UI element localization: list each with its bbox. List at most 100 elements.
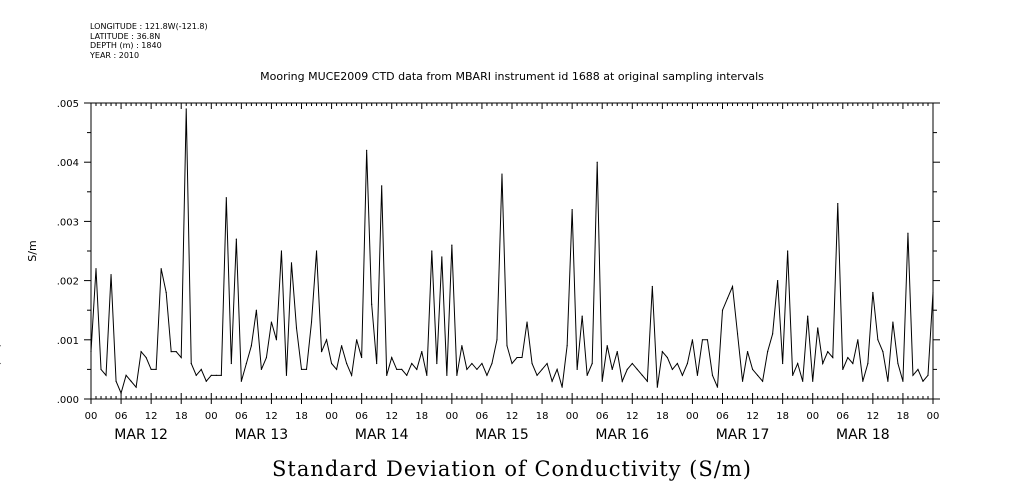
data-point [155, 368, 157, 370]
data-point [892, 321, 894, 323]
x-tick-label: 00 [445, 411, 458, 422]
data-point [130, 380, 132, 382]
data-point [255, 309, 257, 311]
data-point [531, 362, 533, 365]
data-point [451, 244, 453, 246]
series-line [90, 108, 934, 395]
x-tick-label: 12 [866, 411, 879, 422]
data-point [561, 386, 563, 388]
data-point [105, 374, 107, 376]
data-point [200, 368, 202, 370]
data-point [731, 285, 734, 288]
data-point [160, 268, 162, 270]
data-point [601, 380, 603, 382]
y-tick-label: .005 [57, 99, 79, 110]
data-point [686, 362, 689, 365]
x-tick-labels: 00 06 12 18 00 06 12 18 00 06 12 18 00 06 12 18 00 06 12 18… [85, 411, 940, 422]
data-point [837, 203, 839, 205]
x-tick-label: 12 [506, 411, 519, 422]
data-point [135, 386, 137, 388]
data-point [897, 362, 899, 365]
x-axis-title: Standard Deviation of Conductivity (S/m) [272, 457, 752, 481]
data-point [812, 380, 814, 382]
data-point [225, 197, 227, 199]
x-tick-label: 00 [566, 411, 579, 422]
data-point [421, 351, 423, 353]
data-point [290, 262, 293, 264]
data-point [782, 362, 784, 365]
data-point [346, 362, 348, 365]
data-point [506, 345, 508, 347]
data-point [371, 303, 373, 305]
data-point [436, 362, 438, 365]
data-point [872, 291, 874, 294]
data-point [456, 374, 458, 376]
x-tick-label: 00 [806, 411, 819, 422]
data-point [416, 368, 418, 370]
data-point [310, 321, 313, 323]
data-point [877, 339, 879, 341]
data-point [215, 374, 217, 376]
data-point [185, 108, 187, 110]
data-point [486, 374, 488, 376]
x-tick-label: 12 [385, 411, 398, 422]
x-tick-label: 06 [115, 411, 128, 422]
data-point [666, 356, 668, 359]
data-point [351, 374, 353, 376]
y-tick-label: .004 [57, 158, 79, 169]
data-point [140, 351, 142, 353]
x-tick-label: 00 [927, 411, 940, 422]
data-point [481, 362, 483, 365]
x-tick-label: 18 [536, 411, 549, 422]
data-point [596, 161, 598, 163]
data-point [95, 268, 97, 270]
data-point [536, 374, 538, 376]
y-tick-label: .000 [57, 395, 79, 406]
data-point [847, 356, 849, 359]
x-tick-label: 06 [836, 411, 849, 422]
data-point [285, 374, 288, 376]
data-point [867, 362, 869, 365]
data-point [736, 333, 739, 335]
data-point [511, 362, 513, 365]
x-tick-label: 06 [235, 411, 248, 422]
data-point [426, 374, 428, 376]
data-point [546, 362, 548, 365]
data-point [466, 368, 468, 370]
data-point [230, 362, 232, 365]
data-point [270, 321, 273, 323]
data-point [361, 356, 363, 359]
data-point [325, 339, 328, 341]
data-point [315, 250, 318, 252]
data-point [401, 368, 403, 370]
latitude-label: LATITUDE : 36.8N [90, 31, 161, 41]
data-point [220, 374, 222, 376]
data-point [90, 351, 92, 353]
data-point [787, 250, 789, 252]
x-tick-label: 12 [746, 411, 759, 422]
data-point [265, 356, 268, 359]
y-axis-label: S/m [26, 240, 39, 261]
data-point [491, 362, 493, 365]
data-point [300, 368, 303, 370]
data-point [320, 351, 323, 353]
x-tick-label: 00 [205, 411, 218, 422]
data-point [165, 291, 167, 294]
data-point [651, 285, 653, 288]
data-point [245, 362, 247, 365]
data-point [541, 368, 543, 370]
data-point [190, 362, 192, 365]
data-point [571, 208, 573, 211]
data-point [586, 374, 588, 376]
data-point [461, 345, 463, 347]
data-point [476, 368, 478, 370]
x-tick-label: 18 [776, 411, 789, 422]
data-point [0, 345, 1, 347]
data-point [406, 374, 408, 376]
data-points [0, 108, 934, 394]
data-point [701, 339, 704, 341]
data-point [706, 339, 709, 341]
x-tick-label: 06 [355, 411, 368, 422]
data-point [376, 362, 378, 365]
data-point [576, 368, 578, 370]
